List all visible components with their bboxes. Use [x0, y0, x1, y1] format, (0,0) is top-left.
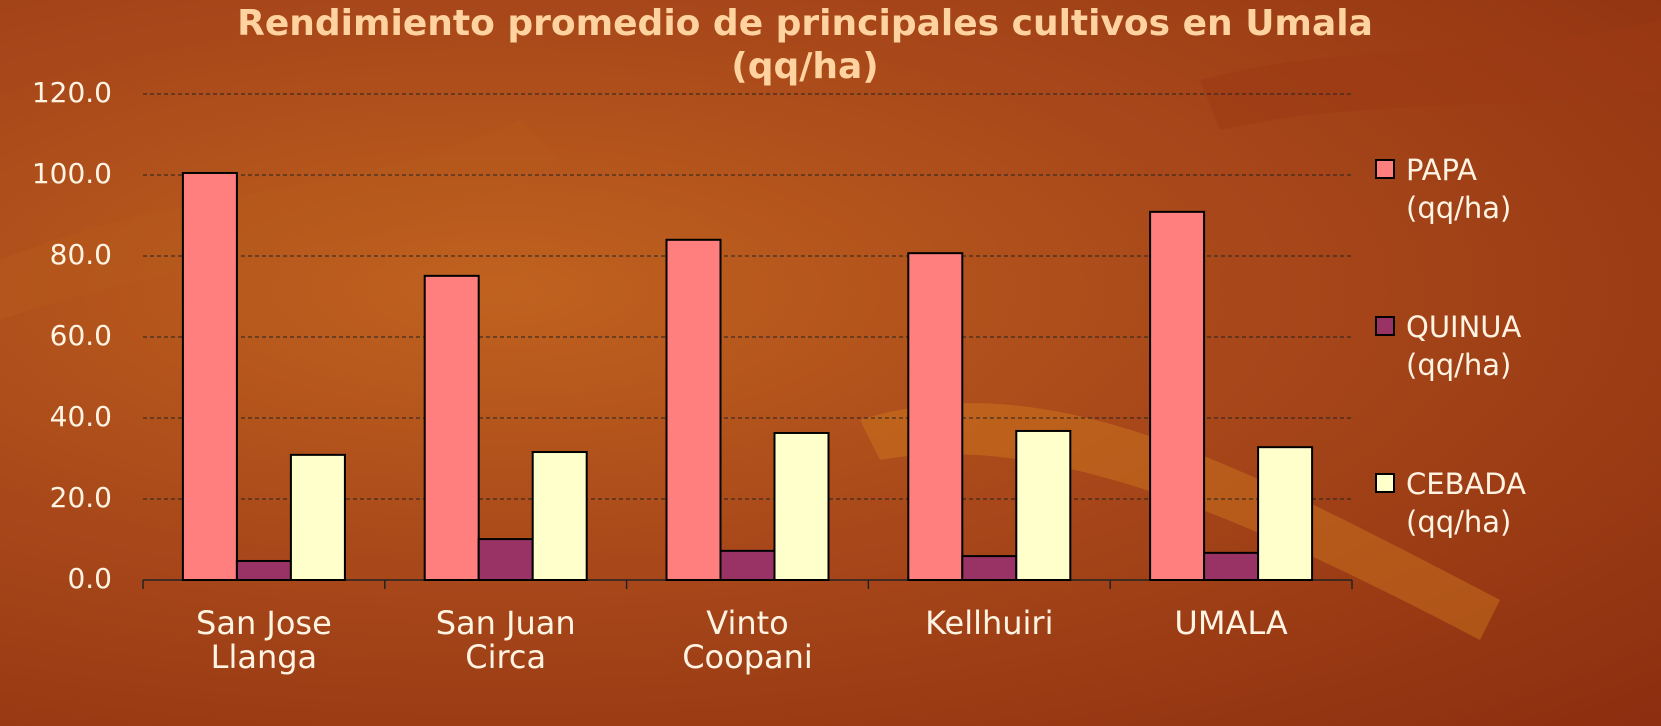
- bar: [1016, 431, 1070, 580]
- chart: Rendimiento promedio de principales cult…: [0, 0, 1661, 726]
- x-tick-label: Kellhuiri: [889, 607, 1089, 641]
- legend-label: CEBADA (qq/ha): [1406, 466, 1576, 541]
- bar: [721, 551, 775, 580]
- bar: [962, 556, 1016, 580]
- y-tick-label: 120.0: [2, 76, 112, 110]
- bar: [479, 539, 533, 580]
- legend-swatch: [1376, 474, 1394, 492]
- bar: [1204, 553, 1258, 580]
- chart-title: Rendimiento promedio de principales cult…: [230, 2, 1380, 88]
- y-tick-label: 40.0: [2, 400, 112, 434]
- bar: [775, 433, 829, 580]
- y-tick-label: 100.0: [2, 157, 112, 191]
- bar: [291, 455, 345, 580]
- legend-label: QUINUA (qq/ha): [1406, 309, 1576, 384]
- y-tick-label: 20.0: [2, 481, 112, 515]
- x-tick-label: San Juan Circa: [406, 607, 606, 674]
- bar: [533, 452, 587, 580]
- legend-swatch: [1376, 160, 1394, 178]
- y-tick-label: 0.0: [2, 562, 112, 596]
- bar: [908, 253, 962, 580]
- bar: [667, 240, 721, 580]
- x-tick-label: UMALA: [1131, 607, 1331, 641]
- bar: [183, 173, 237, 580]
- y-tick-label: 80.0: [2, 238, 112, 272]
- y-tick-label: 60.0: [2, 319, 112, 353]
- bar: [1258, 447, 1312, 580]
- bar: [425, 276, 479, 580]
- bar: [237, 561, 291, 580]
- legend-swatch: [1376, 317, 1394, 335]
- x-tick-label: Vinto Coopani: [648, 607, 848, 674]
- legend-label: PAPA (qq/ha): [1406, 152, 1576, 227]
- bar: [1150, 212, 1204, 580]
- x-tick-label: San Jose Llanga: [164, 607, 364, 674]
